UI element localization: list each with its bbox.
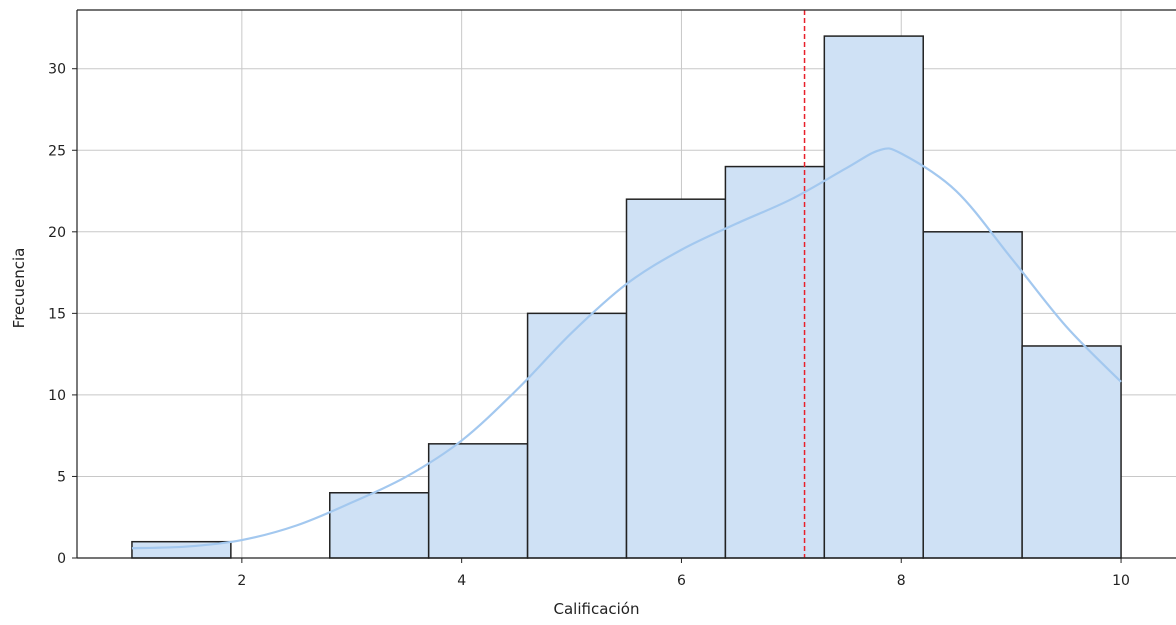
kde-curve-layer <box>131 147 1122 550</box>
axes <box>76 9 1176 559</box>
histogram-bar <box>1021 345 1122 559</box>
tick-labels: 2 4 6 8 10 0 5 10 15 20 25 30 <box>48 62 1130 589</box>
histogram-bar <box>329 492 430 559</box>
x-tick-label: 4 <box>457 573 466 589</box>
histogram-bar <box>625 198 727 559</box>
x-tick-label: 2 <box>237 573 246 589</box>
y-tick-label: 0 <box>57 551 66 567</box>
y-tick-label: 25 <box>48 143 66 159</box>
histogram-bar <box>823 35 924 559</box>
y-axis-label: Frecuencia <box>10 248 28 329</box>
histogram-bar <box>724 165 826 559</box>
y-tick-label: 10 <box>48 388 66 404</box>
histogram-bar <box>922 231 1023 559</box>
x-tick-label: 8 <box>897 573 906 589</box>
y-tick-label: 20 <box>48 225 66 241</box>
kde-curve <box>131 147 1122 550</box>
y-tick-label: 15 <box>48 306 66 322</box>
y-tick-label: 5 <box>57 469 66 485</box>
x-tick-label: 10 <box>1112 573 1130 589</box>
x-tick-label: 6 <box>677 573 686 589</box>
histogram-bar <box>526 312 628 559</box>
histogram-bar <box>427 443 529 559</box>
x-axis-label: Calificación <box>554 600 640 618</box>
y-tick-label: 30 <box>48 62 66 78</box>
histogram-bars <box>131 35 1122 559</box>
